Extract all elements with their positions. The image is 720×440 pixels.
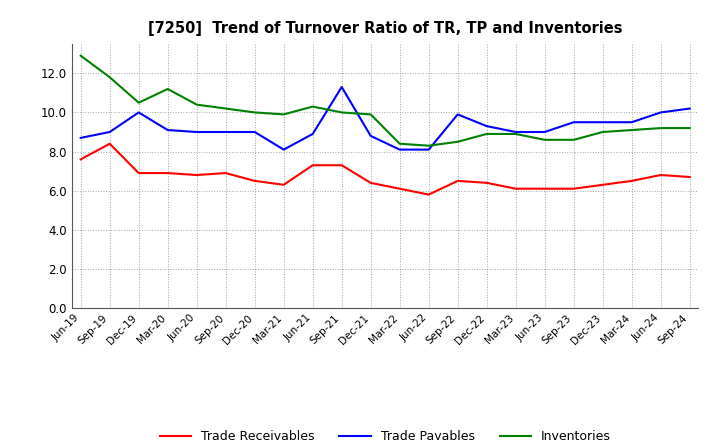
Trade Payables <box>482 124 491 129</box>
Trade Payables <box>76 135 85 140</box>
Trade Payables <box>598 120 607 125</box>
Title: [7250]  Trend of Turnover Ratio of TR, TP and Inventories: [7250] Trend of Turnover Ratio of TR, TP… <box>148 21 623 36</box>
Trade Payables <box>424 147 433 152</box>
Trade Receivables <box>570 186 578 191</box>
Trade Receivables <box>454 178 462 183</box>
Inventories <box>657 125 665 131</box>
Trade Receivables <box>76 157 85 162</box>
Trade Receivables <box>135 170 143 176</box>
Inventories <box>685 125 694 131</box>
Trade Payables <box>395 147 404 152</box>
Trade Receivables <box>482 180 491 186</box>
Inventories <box>482 131 491 136</box>
Inventories <box>135 100 143 105</box>
Inventories <box>251 110 259 115</box>
Inventories <box>338 110 346 115</box>
Trade Payables <box>366 133 375 139</box>
Trade Receivables <box>192 172 201 178</box>
Trade Receivables <box>657 172 665 178</box>
Inventories <box>105 75 114 80</box>
Trade Receivables <box>163 170 172 176</box>
Trade Payables <box>279 147 288 152</box>
Trade Payables <box>105 129 114 135</box>
Trade Payables <box>221 129 230 135</box>
Inventories <box>279 112 288 117</box>
Trade Payables <box>163 128 172 133</box>
Trade Payables <box>251 129 259 135</box>
Inventories <box>541 137 549 143</box>
Inventories <box>76 53 85 59</box>
Trade Receivables <box>541 186 549 191</box>
Trade Payables <box>541 129 549 135</box>
Trade Receivables <box>366 180 375 186</box>
Inventories <box>308 104 317 109</box>
Inventories <box>424 143 433 148</box>
Line: Trade Payables: Trade Payables <box>81 87 690 150</box>
Trade Payables <box>685 106 694 111</box>
Trade Receivables <box>308 163 317 168</box>
Trade Receivables <box>395 186 404 191</box>
Trade Payables <box>454 112 462 117</box>
Trade Receivables <box>279 182 288 187</box>
Trade Receivables <box>105 141 114 147</box>
Trade Receivables <box>511 186 520 191</box>
Trade Payables <box>135 110 143 115</box>
Inventories <box>163 86 172 92</box>
Line: Trade Receivables: Trade Receivables <box>81 144 690 194</box>
Trade Receivables <box>338 163 346 168</box>
Trade Receivables <box>685 174 694 180</box>
Inventories <box>366 112 375 117</box>
Inventories <box>192 102 201 107</box>
Inventories <box>511 131 520 136</box>
Inventories <box>570 137 578 143</box>
Trade Receivables <box>251 178 259 183</box>
Legend: Trade Receivables, Trade Payables, Inventories: Trade Receivables, Trade Payables, Inven… <box>155 425 616 440</box>
Trade Payables <box>657 110 665 115</box>
Line: Inventories: Inventories <box>81 56 690 146</box>
Trade Payables <box>338 84 346 90</box>
Inventories <box>627 128 636 133</box>
Inventories <box>598 129 607 135</box>
Trade Receivables <box>598 182 607 187</box>
Trade Payables <box>511 129 520 135</box>
Trade Payables <box>570 120 578 125</box>
Inventories <box>221 106 230 111</box>
Trade Payables <box>192 129 201 135</box>
Trade Payables <box>627 120 636 125</box>
Trade Receivables <box>424 192 433 197</box>
Inventories <box>454 139 462 144</box>
Trade Receivables <box>627 178 636 183</box>
Trade Receivables <box>221 170 230 176</box>
Inventories <box>395 141 404 147</box>
Trade Payables <box>308 131 317 136</box>
